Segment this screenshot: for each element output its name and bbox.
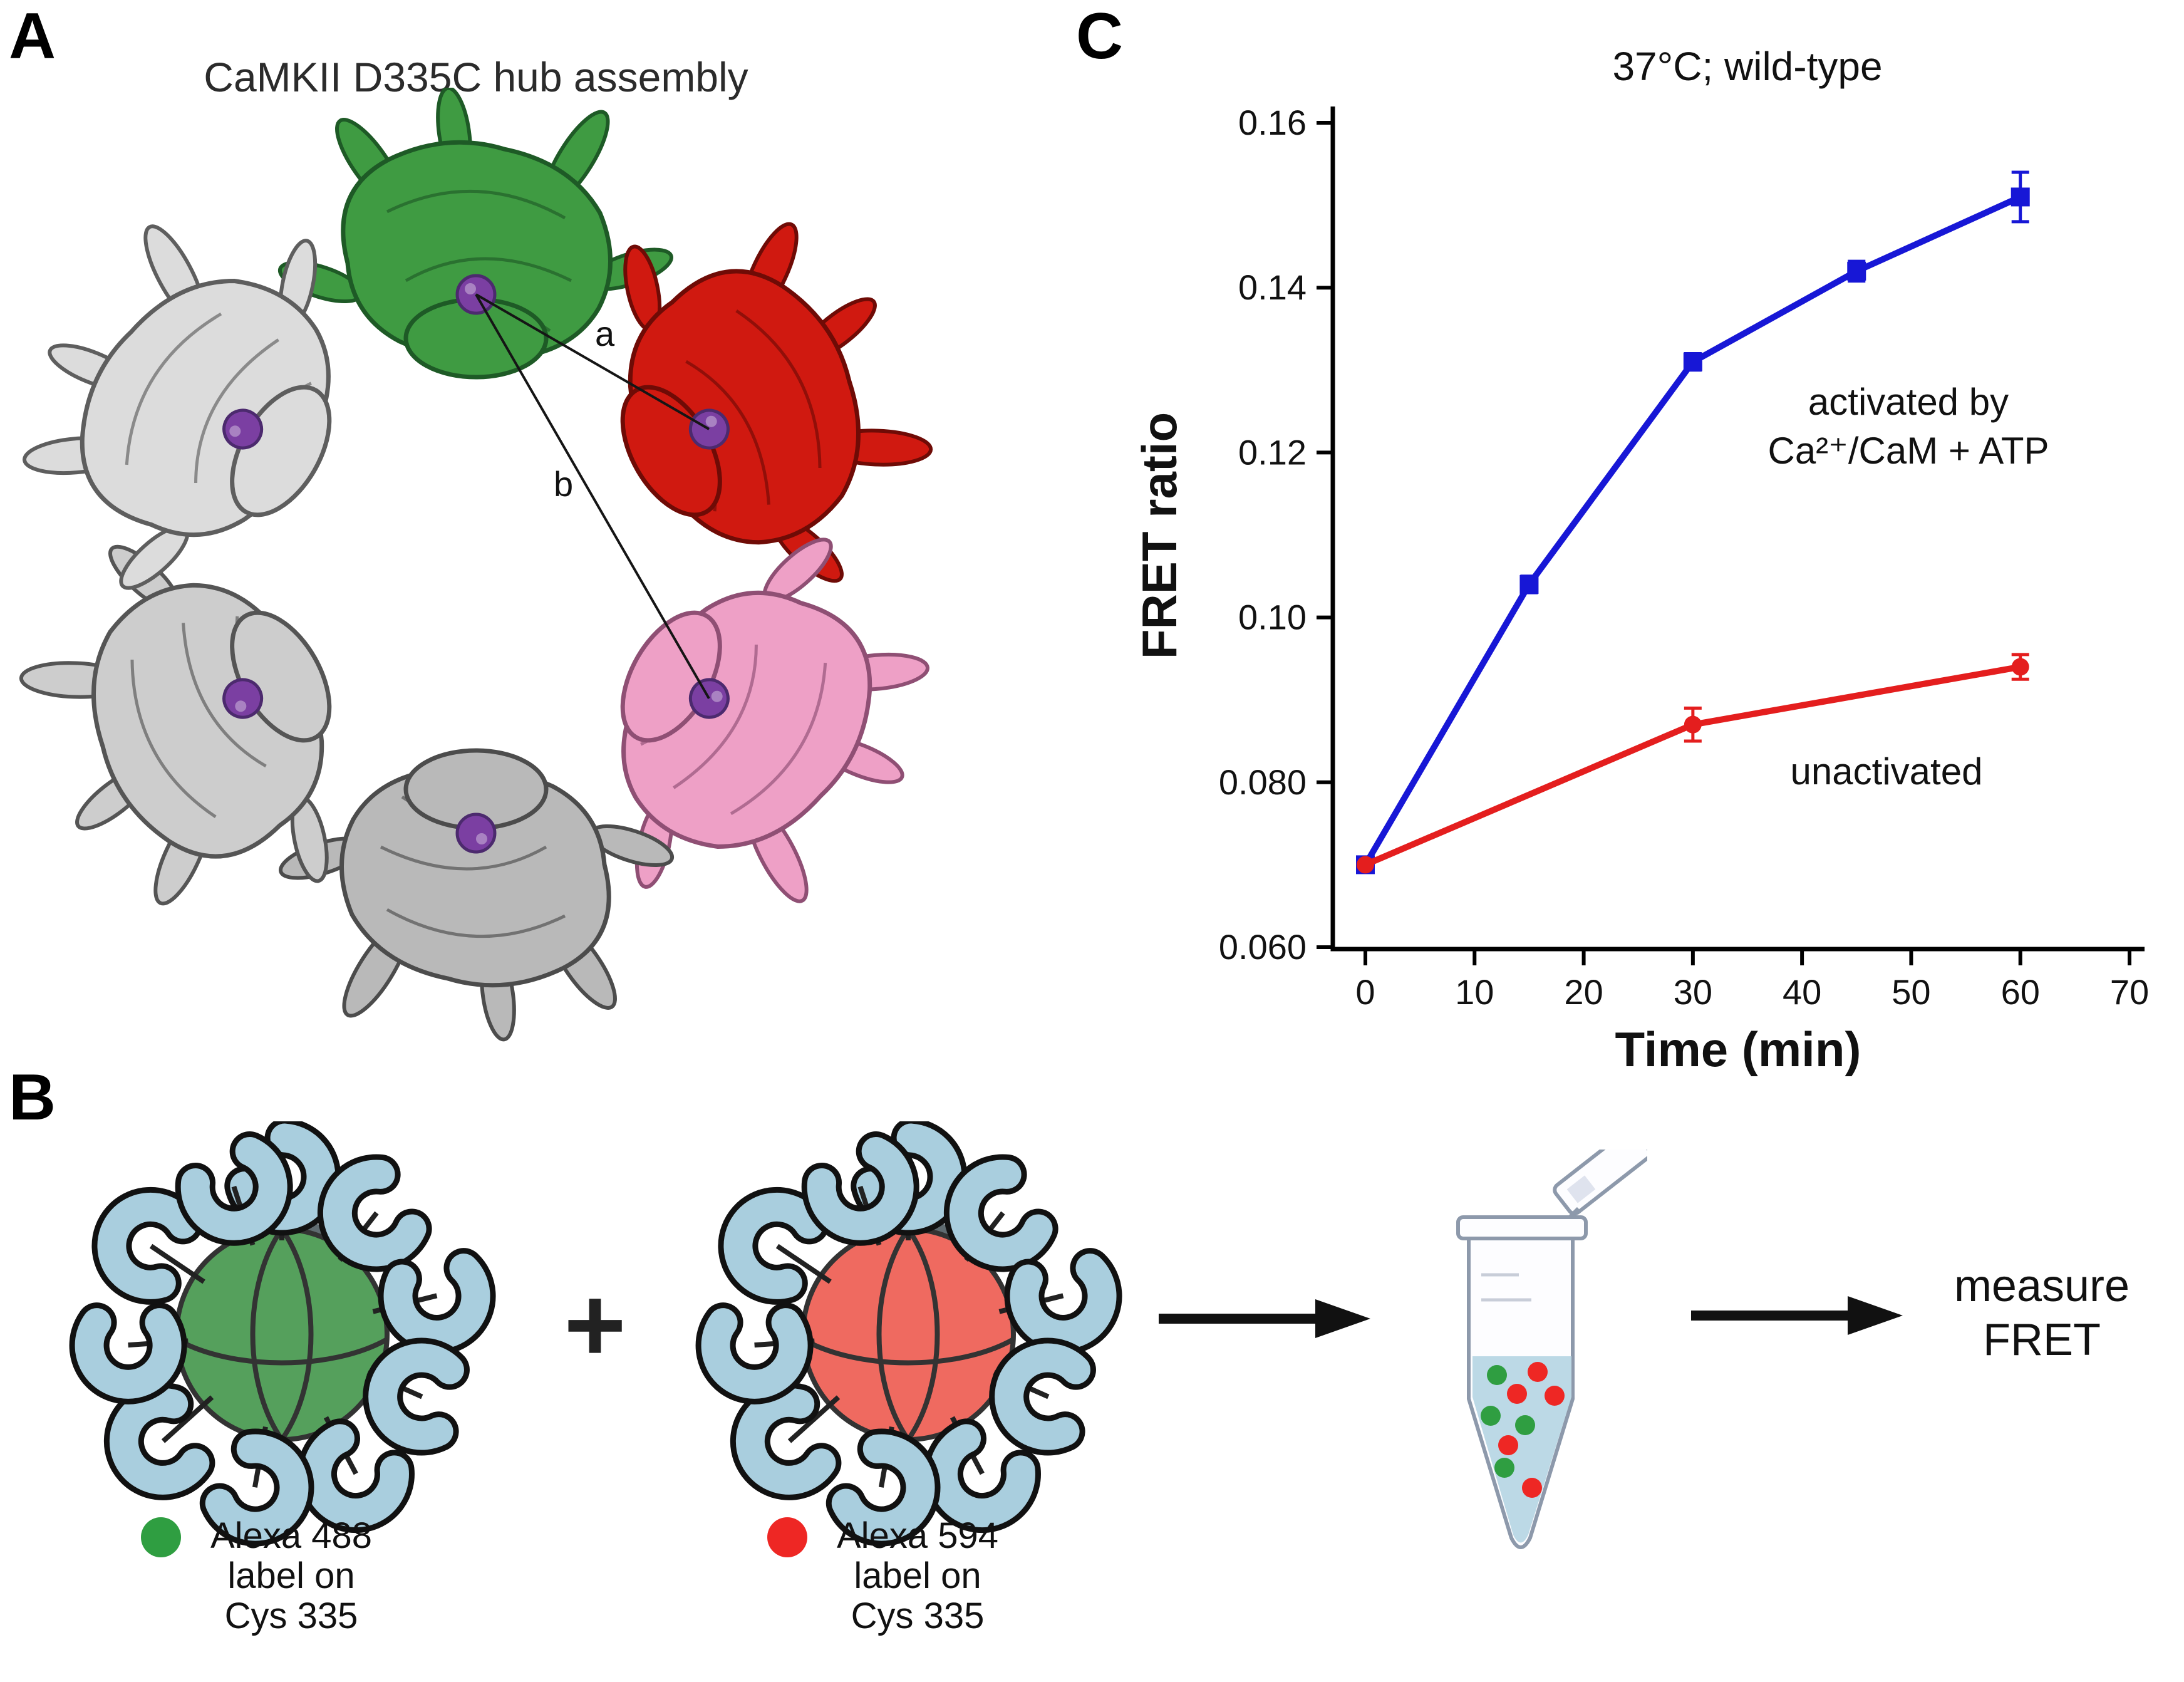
tube-rim [1456, 1215, 1588, 1240]
alexa594-text: Alexa 594 label on Cys 335 [824, 1516, 1012, 1636]
alexa488-text: Alexa 488 label on Cys 335 [197, 1516, 385, 1636]
alexa488-dot [141, 1517, 181, 1557]
chart-plot-group: 0.060 0.080 0.10 0.12 0.14 0.16 0 10 20 30 40 50 60 7… [1219, 103, 2149, 1012]
distance-label-a: a [595, 314, 615, 353]
hub-ring-group [19, 88, 933, 1042]
panel-a-title: CaMKII D335C hub assembly [204, 54, 748, 100]
svg-text:60: 60 [2001, 972, 2040, 1012]
chart-title: 37°C; wild-type [1612, 44, 1882, 89]
alexa488-line2: label on [227, 1555, 355, 1596]
legend-alexa488: Alexa 488 label on Cys 335 [141, 1516, 385, 1636]
svg-text:10: 10 [1455, 972, 1494, 1012]
svg-text:20: 20 [1564, 972, 1603, 1012]
svg-text:0: 0 [1355, 972, 1375, 1012]
chart-series-0 [1356, 170, 2030, 875]
fret-chart-svg: 37°C; wild-type FRET ratio Time (min) 0.… [1132, 44, 2149, 1077]
alexa488-line1: Alexa 488 [210, 1515, 372, 1556]
svg-text:30: 30 [1674, 972, 1712, 1012]
svg-text:70: 70 [2110, 972, 2149, 1012]
svg-text:0.12: 0.12 [1238, 432, 1307, 472]
y-axis-label: FRET ratio [1132, 412, 1187, 659]
hub-left-svg [69, 1121, 496, 1547]
panel-b-letter: B [9, 1061, 56, 1134]
measure-fret-line2: FRET [1983, 1315, 2101, 1365]
plus-sign: + [564, 1265, 626, 1384]
alexa594-line3: Cys 335 [851, 1596, 985, 1636]
panel-a-letter: A [9, 0, 56, 73]
distance-line-b [475, 294, 710, 699]
distance-label-b: b [554, 464, 573, 504]
arrow-1-head [1315, 1299, 1370, 1338]
chart-series-1 [1357, 653, 2029, 874]
svg-text:0.060: 0.060 [1219, 927, 1307, 967]
legend-alexa594: Alexa 594 label on Cys 335 [767, 1516, 1012, 1636]
x-axis-label: Time (min) [1615, 1022, 1861, 1077]
tube-cap [1553, 1150, 1647, 1216]
chart-annotation-0: activated by [1808, 381, 2009, 423]
chart-annotation-0: Ca²⁺/CaM + ATP [1767, 430, 2049, 472]
svg-text:0.10: 0.10 [1238, 598, 1307, 637]
svg-text:0.16: 0.16 [1238, 103, 1307, 142]
distance-line-a [475, 293, 710, 430]
svg-text:0.080: 0.080 [1219, 762, 1307, 802]
arrow-2-head [1848, 1296, 1903, 1335]
alexa594-line1: Alexa 594 [837, 1515, 998, 1556]
alexa594-dot [767, 1517, 807, 1557]
alexa488-line3: Cys 335 [224, 1596, 358, 1636]
panel-a: A CaMKII D335C hub assembly [0, 0, 1090, 1077]
tube-cap-lid [1553, 1150, 1647, 1216]
measure-fret-label: measure FRET [1904, 1259, 2180, 1367]
tube-cap-plug [1566, 1175, 1596, 1203]
measure-fret-line1: measure [1954, 1261, 2130, 1311]
arrow-2 [1691, 1296, 1903, 1335]
alexa594-line2: label on [854, 1555, 981, 1596]
tube-dots-group [1481, 1362, 1565, 1498]
chart-annotation-1: unactivated [1791, 750, 1983, 792]
tube-svg [1456, 1150, 1647, 1549]
hub-right-svg [695, 1121, 1122, 1547]
panel-c-letter: C [1076, 0, 1124, 73]
svg-text:0.14: 0.14 [1238, 267, 1307, 307]
svg-text:40: 40 [1783, 972, 1821, 1012]
svg-text:50: 50 [1892, 972, 1930, 1012]
arrow-1 [1159, 1299, 1370, 1338]
tube-liquid [1472, 1356, 1571, 1543]
hub-assembly-figure: a b [19, 88, 933, 1042]
